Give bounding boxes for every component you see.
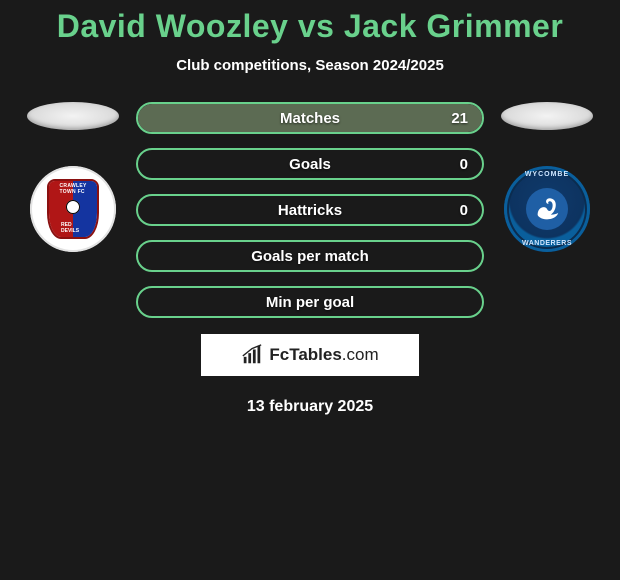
crawley-shield-icon: CRAWLEY TOWN FC RED DEVILS [49,181,97,237]
brand-text: FcTables.com [269,345,378,365]
stat-row: Goals 0 [136,148,484,180]
stat-row: Matches 21 [136,102,484,134]
player1-avatar-placeholder [27,102,119,130]
player2-club-badge: WYCOMBE WANDERERS [504,166,590,252]
stat-value-right: 0 [460,156,468,173]
stat-row: Hattricks 0 [136,194,484,226]
player2-name: Jack Grimmer [344,8,563,44]
club2-top-text: WYCOMBE [525,171,569,178]
stat-row: Goals per match [136,240,484,272]
vs-separator: vs [298,8,335,44]
stats-column: Matches 21 Goals 0 Hattricks 0 Goals per match… [136,102,484,318]
left-side: CRAWLEY TOWN FC RED DEVILS [18,102,128,252]
stat-row: Min per goal [136,286,484,318]
stat-label: Matches [280,110,340,127]
right-side: WYCOMBE WANDERERS [492,102,602,252]
date-label: 13 february 2025 [0,398,620,416]
bar-chart-icon [241,344,263,366]
stat-label: Goals per match [251,248,369,265]
club1-top-text: CRAWLEY TOWN FC [59,183,86,195]
brand-watermark: FcTables.com [201,334,419,376]
stat-label: Min per goal [266,294,354,311]
player2-avatar-placeholder [501,102,593,130]
stat-value-right: 21 [451,110,468,127]
stat-label: Hattricks [278,202,342,219]
club2-bottom-text: WANDERERS [522,240,572,247]
brand-main: FcTables [269,345,341,364]
club1-bottom-text: RED DEVILS [61,222,85,234]
player1-name: David Woozley [57,8,289,44]
player1-club-badge: CRAWLEY TOWN FC RED DEVILS [30,166,116,252]
brand-domain: .com [342,345,379,364]
stat-label: Goals [289,156,331,173]
wycombe-swan-icon [526,188,568,230]
subtitle: Club competitions, Season 2024/2025 [0,57,620,74]
comparison-title: David Woozley vs Jack Grimmer [0,0,620,45]
main-layout: CRAWLEY TOWN FC RED DEVILS Matches 21 Goal… [0,102,620,318]
stat-value-right: 0 [460,202,468,219]
